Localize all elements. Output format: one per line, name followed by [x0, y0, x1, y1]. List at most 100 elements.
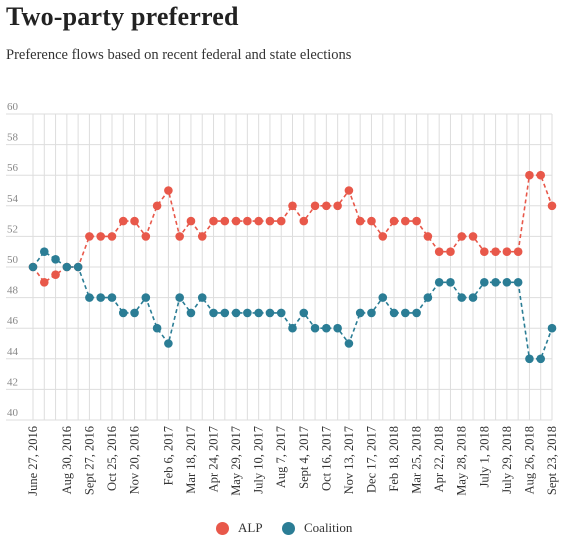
data-point-coalition: [344, 339, 354, 348]
x-tick-label: Mar 18, 2017: [184, 426, 198, 494]
x-tick-label: Mar 25, 2018: [410, 426, 424, 494]
y-axis-tick-labels: 40 42 44 46 48 50 52 54 56 58 60: [7, 101, 19, 419]
x-tick-label: Feb 6, 2017: [161, 426, 175, 485]
y-tick-label: 48: [7, 285, 19, 297]
legend: ALP Coalition: [0, 520, 563, 540]
data-point-coalition: [152, 323, 162, 333]
data-point-coalition: [378, 293, 388, 302]
data-point-coalition: [164, 339, 173, 348]
y-tick-label: 58: [7, 132, 19, 144]
x-tick-label: Apr 24, 2017: [207, 426, 221, 492]
data-point-coalition: [457, 293, 467, 302]
data-point-alp: [367, 216, 376, 226]
page-subtitle: Preference flows based on recent federal…: [6, 47, 352, 63]
x-tick-label: June 27, 2016: [26, 426, 40, 496]
data-point-alp: [434, 247, 444, 256]
data-point-coalition: [141, 293, 151, 302]
y-tick-label: 50: [7, 254, 19, 266]
data-point-alp: [276, 216, 286, 226]
data-point-alp: [412, 216, 421, 226]
data-point-alp: [480, 247, 489, 256]
data-point-coalition: [107, 293, 117, 302]
data-point-alp: [502, 247, 512, 256]
data-point-coalition: [299, 308, 309, 318]
data-point-coalition: [367, 308, 376, 318]
data-point-alp: [389, 216, 399, 226]
y-tick-label: 52: [7, 223, 18, 235]
data-point-coalition: [536, 354, 546, 364]
data-point-alp: [457, 232, 467, 241]
x-tick-label: Sept 27, 2016: [82, 426, 96, 495]
horizontal-gridlines: [6, 113, 552, 421]
data-point-coalition: [175, 293, 184, 302]
data-point-coalition: [28, 262, 38, 272]
data-point-alp: [152, 201, 162, 211]
data-point-alp: [164, 186, 173, 195]
data-point-coalition: [276, 308, 286, 318]
data-point-coalition: [288, 323, 297, 333]
data-point-alp: [197, 232, 207, 241]
y-tick-label: 46: [7, 315, 19, 327]
x-tick-label: Sept 4, 2017: [297, 426, 311, 489]
x-tick-label: Oct 16, 2017: [319, 426, 333, 491]
data-point-coalition: [513, 278, 523, 287]
alp-legend-dot-icon: [216, 521, 229, 535]
data-point-alp: [310, 201, 320, 211]
y-tick-label: 40: [7, 407, 19, 419]
data-point-coalition: [220, 308, 230, 318]
data-point-coalition: [186, 308, 196, 318]
data-point-alp: [209, 216, 218, 226]
data-point-alp: [107, 232, 117, 241]
x-tick-label: Dec 17, 2017: [364, 426, 378, 493]
data-point-coalition: [118, 308, 128, 318]
data-point-alp: [401, 216, 410, 226]
data-point-coalition: [446, 278, 455, 287]
data-point-alp: [118, 216, 128, 226]
data-point-coalition: [231, 308, 241, 318]
data-point-coalition: [310, 323, 320, 333]
y-tick-label: 44: [7, 346, 19, 358]
data-point-coalition: [333, 323, 342, 333]
data-point-coalition: [73, 262, 83, 272]
x-tick-label: May 28, 2018: [455, 426, 469, 496]
data-point-coalition: [322, 323, 331, 333]
data-point-coalition: [468, 293, 478, 302]
x-tick-label: Aug 7, 2017: [274, 426, 288, 488]
data-point-alp: [299, 216, 309, 226]
data-point-alp: [141, 232, 151, 241]
data-point-alp: [536, 170, 546, 180]
data-point-alp: [513, 247, 523, 256]
legend-item-coalition: Coalition: [282, 520, 352, 536]
data-point-coalition: [265, 308, 275, 318]
x-tick-label: July 1, 2018: [477, 426, 491, 487]
data-point-alp: [322, 201, 331, 211]
data-point-coalition: [423, 293, 433, 302]
x-tick-label: Aug 26, 2018: [522, 426, 536, 494]
data-point-alp: [186, 216, 196, 226]
data-point-alp: [39, 278, 49, 287]
data-point-coalition: [401, 308, 410, 318]
data-point-alp: [468, 232, 478, 241]
data-point-alp: [344, 186, 354, 195]
data-point-coalition: [243, 308, 252, 318]
data-point-alp: [51, 270, 60, 279]
data-point-alp: [525, 170, 534, 180]
coalition-legend-dot-icon: [282, 521, 295, 535]
data-point-coalition: [412, 308, 421, 318]
x-tick-label: Feb 18, 2018: [387, 426, 401, 492]
y-tick-label: 54: [7, 193, 19, 205]
x-tick-label: Nov 20, 2016: [128, 426, 142, 494]
x-axis-tick-labels: June 27, 2016 Aug 30, 2016 Sept 27, 2016 Oc…: [26, 426, 559, 496]
data-point-alp: [547, 201, 557, 211]
x-tick-label: Oct 25, 2016: [105, 426, 119, 491]
data-point-coalition: [39, 247, 49, 256]
legend-item-alp: ALP: [216, 520, 263, 536]
series-points: [28, 170, 557, 364]
legend-label-alp: ALP: [238, 520, 263, 535]
y-tick-label: 60: [7, 101, 19, 113]
data-point-alp: [265, 216, 275, 226]
data-point-coalition: [130, 308, 139, 318]
data-point-alp: [243, 216, 252, 226]
x-tick-label: July 10, 2017: [252, 426, 266, 494]
data-point-alp: [130, 216, 139, 226]
